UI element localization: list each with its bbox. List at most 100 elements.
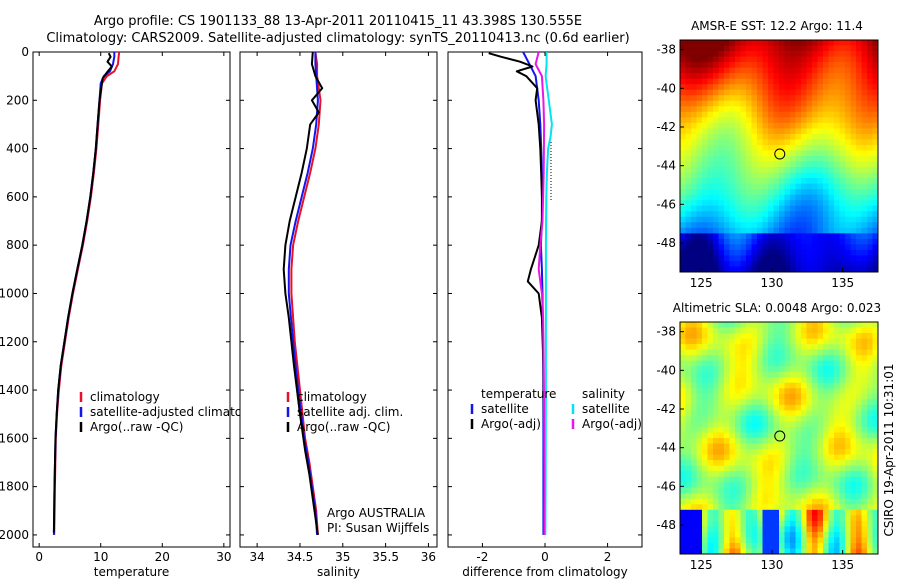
sst_map-heatmap-cell [691,45,697,52]
sst_map-heatmap-cell [872,238,879,245]
sst_map-heatmap-cell [823,117,829,124]
sla_map-heatmap-cell [795,471,802,478]
sst_map-heatmap-cell [735,216,741,223]
sst_map-heatmap-cell [856,84,862,91]
sst_map-heatmap-cell [707,260,714,267]
sla_map-heatmap-cell [872,542,879,549]
sla_map-heatmap-cell [751,377,758,384]
sst_map-heatmap-cell [801,238,807,245]
sla_map-heatmap-cell [779,371,785,378]
sla_map-heatmap-cell [872,426,879,433]
sla_map-heatmap-cell [790,371,796,378]
sst_map-heatmap-cell [839,189,846,196]
sla_map-heatmap-cell [856,438,862,444]
sla_map-heatmap-cell [746,531,752,538]
sst_map-heatmap-cell [680,216,686,223]
sla_map-heatmap-cell [696,465,703,472]
sst_map-heatmap-cell [751,244,758,251]
sla_map-heatmap-cell [828,504,835,511]
sst_map-heatmap-cell [718,238,725,245]
sla_map-heatmap-cell [729,333,736,339]
sst_map-heatmap-cell [828,139,835,146]
sst_map-heatmap-cell [867,51,873,57]
sla_map-heatmap-cell [680,344,686,351]
sst_map-heatmap-cell [801,117,807,124]
sst_map-heatmap-cell [856,122,862,129]
sst_map-heatmap-cell [834,128,840,135]
sst_map-heatmap-cell [724,84,730,91]
sla_map-heatmap-cell [823,531,829,538]
sla_map-heatmap-cell [735,421,741,428]
sst_map-heatmap-cell [702,167,708,173]
sst_map-heatmap-cell [817,211,824,218]
sst_map-heatmap-cell [850,128,857,135]
sst_map-heatmap-cell [768,128,774,135]
sst_map-heatmap-cell [746,156,752,162]
sst_map-heatmap-cell [834,233,840,240]
sst_map-heatmap-cell [801,200,807,207]
sla_map-heatmap-cell [845,426,851,433]
sla_map-heatmap-cell [845,377,851,384]
sst_map-heatmap-cell [795,233,802,240]
sst_map-heatmap-cell [784,167,791,173]
sst_map-heatmap-cell [801,260,807,267]
sst_map-heatmap-cell [834,167,840,173]
sla_map-heatmap-cell [751,371,758,378]
sst_map-heatmap-cell [746,122,752,129]
sla_map-heatmap-cell [784,515,791,522]
sst_map-heatmap-cell [856,106,862,113]
sst_map-heatmap-cell [713,100,719,107]
sst_map-heatmap-cell [746,200,752,207]
sla_map-heatmap-cell [839,393,846,400]
sst_map-heatmap-cell [724,78,730,85]
sla_map-heatmap-cell [713,382,719,389]
sla_map-heatmap-cell [801,349,807,356]
sst_map-heatmap-cell [779,205,785,212]
sla_map-heatmap-cell [861,509,868,516]
sla_map-heatmap-cell [856,344,862,351]
sst_map-heatmap-cell [735,266,741,273]
sla_map-heatmap-cell [707,526,714,533]
sst_map-heatmap-cell [839,167,846,173]
sst_map-heatmap-cell [707,194,714,201]
sla_map-heatmap-cells [680,322,879,555]
sst_map-heatmap-cell [828,194,835,201]
sst_map-heatmap-cell [834,133,840,140]
sla_map-heatmap-cell [850,377,857,384]
sst_map-heatmap-cell [845,205,851,212]
sst_map-heatmap-cell [740,178,747,185]
sla_map-heatmap-cell [801,360,807,367]
sst_map-heatmap-cell [850,238,857,245]
sla_map-heatmap-cell [790,415,796,422]
sst_map-heatmap-cell [795,51,802,57]
sla_map-heatmap-cell [707,542,714,549]
sla_map-heatmap-cell [773,327,780,334]
sla_map-heatmap-cell [685,493,692,500]
sla_map-heatmap-cell [801,460,807,467]
sla_map-heatmap-cell [707,421,714,428]
sst_map-heatmap-cell [779,67,785,74]
sst_map-heatmap-cell [757,205,763,212]
sla_map-heatmap-cell [718,333,725,339]
sla_map-heatmap-cell [856,355,862,362]
sst_map-heatmap-cell [691,183,697,190]
sla_map-heatmap-cell [773,454,780,461]
sla_map-heatmap-cell [812,388,818,395]
sst_map-heatmap-cell [872,62,879,69]
sst_map-heatmap-cell [757,238,763,245]
sla_map-heatmap-cell [812,344,818,351]
sst_map-heatmap-cell [790,139,796,146]
sla_map-heatmap-cell [790,438,796,444]
sla_map-heatmap-cell [702,355,708,362]
sst_map-heatmap-cell [795,67,802,74]
sla_map-heatmap-cell [806,443,813,450]
sla_map-heatmap-cell [801,476,807,483]
sla_map-argo-location-marker [774,430,786,442]
sla_map-heatmap-cell [779,542,785,549]
sla_map-heatmap-cell [795,366,802,373]
sst_map-heatmap-cell [685,139,692,146]
sst_map-heatmap-cell [680,156,686,162]
sla_map-heatmap-cell [702,487,708,494]
sla_map-heatmap-cell [762,460,769,467]
